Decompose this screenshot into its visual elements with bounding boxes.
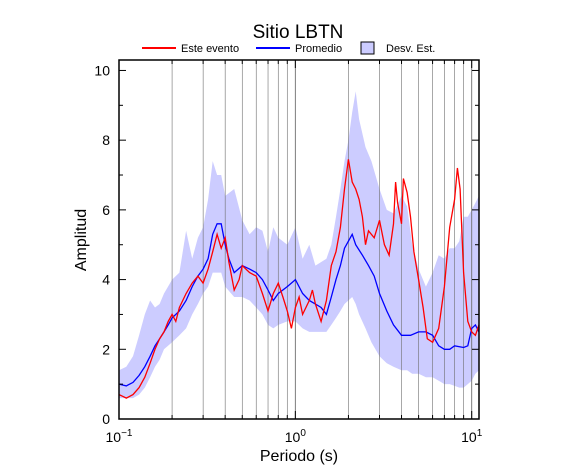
y-tick-labels: 0 2 4 6 8 10 (94, 62, 110, 427)
series-line-este-evento (118, 159, 480, 399)
std-dev-band (119, 91, 479, 399)
legend: Este evento Promedio Desv. Est. (142, 41, 435, 55)
y-tick-label: 8 (102, 132, 110, 148)
x-tick-label: 101 (461, 428, 483, 445)
chart-title: Sitio LBTN (253, 22, 344, 43)
y-axis-title: Amplitud (73, 209, 90, 271)
x-axis-title: Periodo (s) (260, 448, 338, 465)
y-tick-label: 2 (102, 341, 110, 357)
x-tick-labels: 10−1 100 101 (106, 428, 483, 445)
band-layer (119, 91, 479, 399)
plot-area (118, 59, 480, 420)
tick-layer (118, 60, 479, 420)
y-tick-label: 6 (102, 202, 110, 218)
legend-label-este-evento: Este evento (181, 43, 239, 55)
plot-frame (118, 59, 480, 420)
x-tick-label: 10−1 (106, 428, 133, 445)
y-tick-label: 10 (94, 62, 110, 78)
legend-label-promedio: Promedio (295, 43, 342, 55)
x-tick-label: 100 (285, 428, 307, 445)
grid-layer (118, 60, 473, 419)
line-layer (118, 159, 480, 399)
y-tick-label: 0 (102, 411, 110, 427)
y-tick-label: 4 (102, 272, 110, 288)
legend-swatch-desv-est (360, 41, 375, 55)
series-line-promedio (118, 223, 480, 387)
legend-label-desv-est: Desv. Est. (386, 43, 435, 55)
